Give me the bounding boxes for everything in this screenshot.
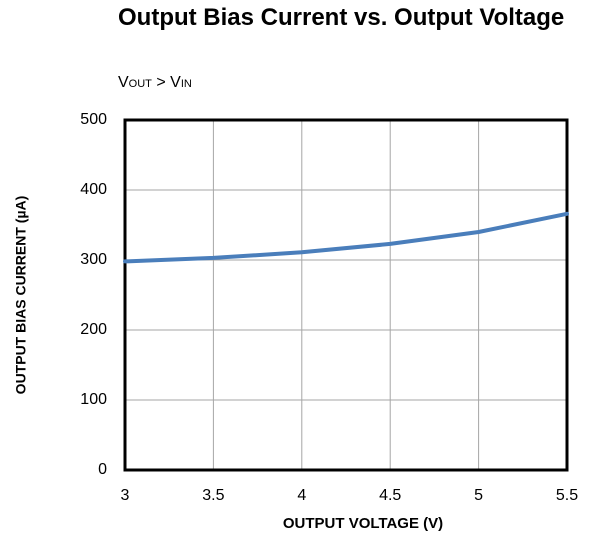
- data-line: [123, 211, 569, 264]
- subtitle-part: >: [151, 74, 171, 91]
- y-tick-label: 400: [80, 181, 107, 198]
- y-tick-label: 200: [80, 321, 107, 338]
- y-tick-label: 100: [80, 391, 107, 408]
- x-tick-label: 3.5: [202, 487, 224, 504]
- subtitle-part: OUT: [128, 78, 152, 90]
- subtitle-part: IN: [180, 78, 192, 90]
- x-tick-label: 5.5: [556, 487, 578, 504]
- x-tick-label: 5: [474, 487, 483, 504]
- x-tick-label: 4.5: [379, 487, 401, 504]
- y-tick-label: 0: [98, 461, 107, 478]
- chart-title: Output Bias Current vs. Output Voltage: [118, 4, 565, 31]
- x-tick-label: 4: [297, 487, 306, 504]
- y-tick-label: 300: [80, 251, 107, 268]
- subtitle-part: V: [170, 74, 181, 91]
- x-tick-label: 3: [121, 487, 130, 504]
- plot-border: [123, 118, 569, 472]
- x-axis-label: OUTPUT VOLTAGE (V): [283, 515, 443, 532]
- subtitle-part: V: [118, 74, 129, 91]
- chart-subtitle: VOUT > VIN: [118, 74, 192, 92]
- y-axis-label: OUTPUT BIAS CURRENT (µA): [13, 196, 29, 395]
- y-tick-label: 500: [80, 111, 107, 128]
